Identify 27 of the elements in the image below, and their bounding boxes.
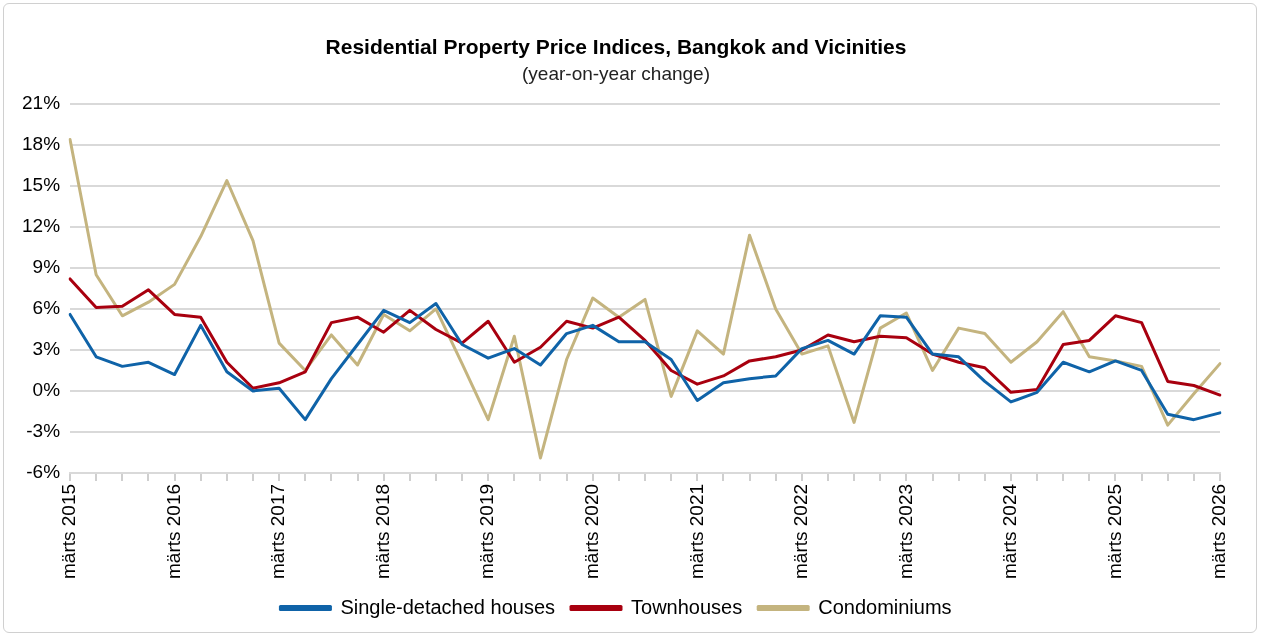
y-tick-label: -3%	[26, 420, 61, 442]
y-tick-label: 0%	[32, 379, 61, 401]
x-tick-label: märts 2026	[1208, 483, 1230, 579]
y-tick-label: 9%	[32, 256, 61, 278]
x-tick-label: märts 2024	[999, 483, 1021, 579]
x-tick-label: märts 2022	[790, 483, 812, 579]
x-tick-label: märts 2023	[894, 483, 916, 579]
x-tick-label: märts 2017	[267, 483, 289, 579]
y-tick-label: 21%	[22, 92, 61, 114]
x-tick-label: märts 2025	[1103, 483, 1125, 579]
x-tick-label: märts 2015	[58, 483, 80, 579]
y-tick-label: -6%	[26, 461, 61, 483]
x-tick-label: märts 2018	[371, 483, 393, 579]
x-tick-label: märts 2021	[685, 483, 707, 579]
legend-label: Single-detached houses	[340, 595, 556, 618]
y-tick-label: 15%	[22, 174, 61, 196]
y-tick-label: 18%	[22, 133, 61, 155]
chart-subtitle: (year-on-year change)	[522, 62, 710, 84]
y-tick-label: 3%	[32, 338, 61, 360]
x-tick-label: märts 2020	[580, 483, 602, 579]
legend-label: Condominiums	[818, 595, 952, 618]
y-tick-label: 6%	[32, 297, 61, 319]
y-tick-label: 12%	[22, 215, 61, 237]
chart-title: Residential Property Price Indices, Bangkok and Vicinities	[325, 35, 907, 59]
x-tick-label: märts 2016	[162, 483, 184, 579]
x-tick-label: märts 2019	[476, 483, 498, 579]
legend-label: Townhouses	[631, 595, 743, 618]
